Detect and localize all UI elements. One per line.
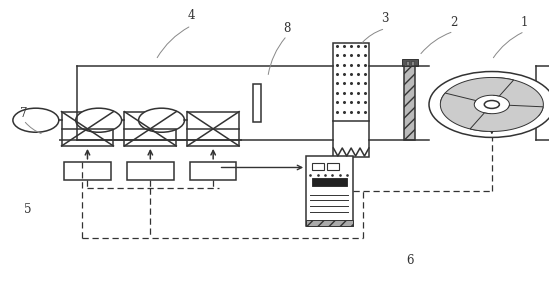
- Bar: [327, 164, 339, 170]
- Text: 5: 5: [24, 203, 31, 215]
- Bar: [190, 162, 236, 180]
- Bar: [187, 112, 239, 146]
- Bar: [127, 162, 173, 180]
- Bar: [411, 61, 414, 65]
- Bar: [64, 162, 111, 180]
- Bar: [402, 59, 418, 66]
- Text: 6: 6: [406, 254, 413, 267]
- Text: 2: 2: [450, 16, 457, 29]
- Text: 7: 7: [20, 107, 27, 119]
- Bar: [124, 112, 176, 146]
- Circle shape: [484, 100, 500, 108]
- Bar: [406, 61, 409, 65]
- Polygon shape: [440, 77, 513, 104]
- Circle shape: [13, 108, 59, 132]
- Bar: [61, 112, 113, 146]
- Bar: [306, 156, 353, 226]
- Bar: [333, 43, 369, 157]
- Text: 1: 1: [521, 16, 528, 29]
- Circle shape: [76, 108, 121, 132]
- Bar: [311, 164, 323, 170]
- Polygon shape: [440, 93, 490, 131]
- Bar: [405, 66, 415, 140]
- Polygon shape: [470, 105, 543, 131]
- Bar: [306, 220, 353, 226]
- Circle shape: [139, 108, 184, 132]
- Text: 3: 3: [381, 12, 389, 25]
- Polygon shape: [493, 78, 543, 116]
- Circle shape: [429, 72, 552, 138]
- Bar: [252, 84, 261, 122]
- Text: 8: 8: [283, 22, 290, 35]
- Text: 4: 4: [188, 9, 195, 22]
- Bar: [311, 178, 347, 186]
